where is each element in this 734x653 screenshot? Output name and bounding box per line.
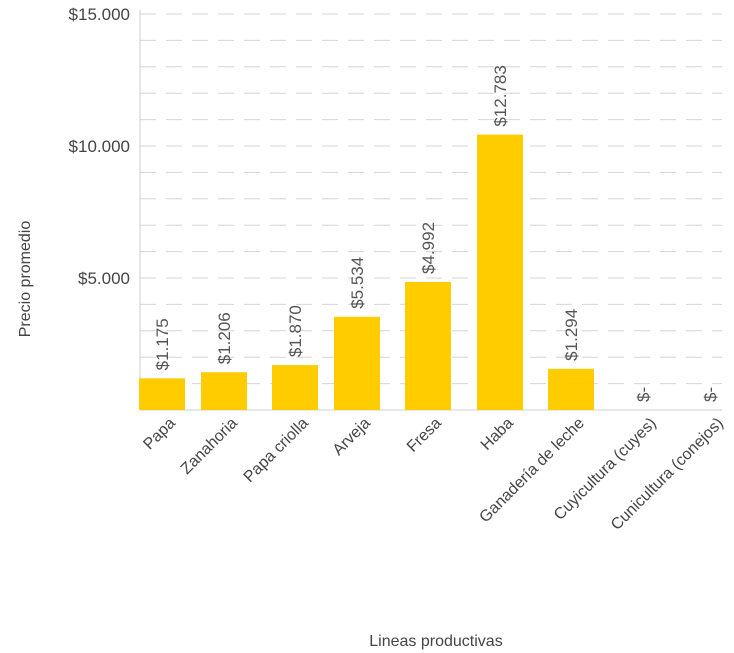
data-label: $4.992 bbox=[419, 222, 438, 274]
data-labels: $1.175 $1.206 $1.870 $5.534 $4.992 $12.783 $1.… bbox=[153, 65, 720, 402]
bar bbox=[139, 378, 185, 410]
x-tick-label: Haba bbox=[478, 415, 517, 454]
data-label: $12.783 bbox=[491, 65, 510, 126]
y-tick-label: $15.000 bbox=[69, 5, 130, 24]
x-tick-label: Fresa bbox=[404, 415, 445, 456]
data-label: $1.206 bbox=[215, 312, 234, 364]
data-label: $1.294 bbox=[562, 309, 581, 361]
x-tick-label: Zanahoria bbox=[178, 415, 241, 478]
bar bbox=[201, 372, 247, 410]
bars bbox=[139, 134, 594, 410]
bar bbox=[548, 368, 594, 410]
data-label: $5.534 bbox=[348, 257, 367, 309]
data-label: $- bbox=[634, 387, 653, 402]
y-tick-label: $10.000 bbox=[69, 137, 130, 156]
bar bbox=[334, 316, 380, 410]
bar bbox=[405, 281, 451, 410]
data-label: $1.175 bbox=[153, 318, 172, 370]
x-tick-label: Papa bbox=[140, 415, 179, 454]
x-axis-title: Lineas productivas bbox=[369, 633, 502, 650]
bar bbox=[272, 365, 318, 410]
y-axis-title: Precio promedio bbox=[17, 221, 34, 338]
data-label: $1.870 bbox=[286, 305, 305, 357]
bar bbox=[477, 134, 523, 410]
y-tick-label: $5.000 bbox=[78, 269, 130, 288]
data-label: $- bbox=[701, 387, 720, 402]
x-tick-label: Cunicultura (conejos) bbox=[608, 415, 727, 534]
x-tick-label: Arveja bbox=[330, 415, 374, 459]
x-tick-label: Papa criolla bbox=[241, 415, 312, 486]
x-axis-categories: Papa Zanahoria Papa criolla Arveja Fresa Haba… bbox=[140, 415, 726, 534]
